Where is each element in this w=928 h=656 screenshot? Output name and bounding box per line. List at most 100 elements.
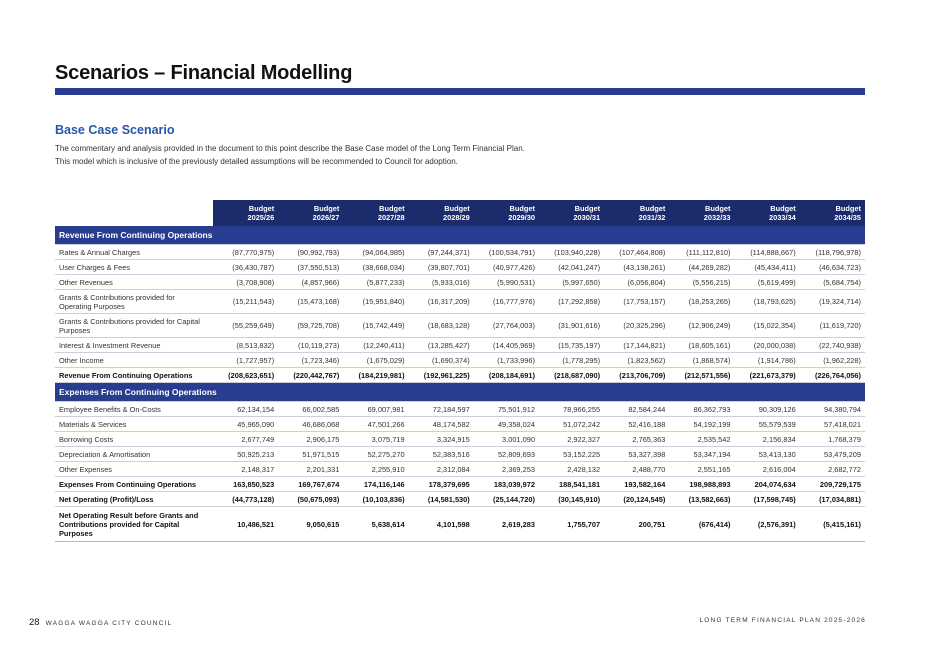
- value-cell: 174,116,146: [343, 476, 409, 492]
- value-cell: 10,486,521: [213, 506, 279, 542]
- value-cell: (15,473,168): [278, 289, 344, 314]
- value-cell: 163,850,523: [213, 476, 279, 492]
- value-cell: (46,634,723): [799, 259, 865, 275]
- value-cell: 4,101,598: [408, 506, 474, 542]
- net-result-row: Net Operating Result before Grants and C…: [55, 506, 865, 542]
- value-cell: (17,144,821): [604, 337, 670, 353]
- value-cell: 54,192,199: [669, 416, 735, 432]
- footer-document-title: LONG TERM FINANCIAL PLAN 2025-2026: [699, 617, 866, 624]
- value-cell: (43,138,261): [604, 259, 670, 275]
- footer-organisation: WAGGA WAGGA CITY COUNCIL: [45, 620, 173, 627]
- financial-table: Budget 2025/26 Budget 2026/27 Budget 2027/28 B…: [55, 200, 865, 542]
- value-cell: 1,755,707: [538, 506, 605, 542]
- value-cell: (90,992,793): [278, 244, 344, 260]
- value-cell: 45,965,090: [213, 416, 279, 432]
- value-cell: 78,966,255: [538, 401, 605, 417]
- value-cell: 1,768,379: [799, 431, 865, 447]
- row-label: Interest & Investment Revenue: [55, 337, 213, 353]
- value-cell: 2,428,132: [538, 461, 605, 477]
- year-header-budget: Budget: [444, 204, 470, 213]
- year-header-budget: Budget: [639, 204, 666, 213]
- value-cell: (1,914,786): [734, 352, 800, 368]
- value-cell: (1,675,029): [343, 352, 409, 368]
- value-cell: (2,576,391): [734, 506, 800, 542]
- value-cell: (221,673,379): [734, 367, 800, 383]
- value-cell: 51,971,515: [278, 446, 344, 462]
- value-cell: (37,550,513): [278, 259, 344, 275]
- year-header-budget: Budget: [509, 204, 535, 213]
- value-cell: 75,501,912: [473, 401, 539, 417]
- row-label: Grants & Contributions provided for Oper…: [55, 289, 213, 314]
- section-title: Base Case Scenario: [55, 123, 175, 137]
- value-cell: (3,708,908): [213, 274, 279, 290]
- year-header: Budget 2026/27: [278, 200, 344, 226]
- value-cell: (18,605,161): [669, 337, 735, 353]
- value-cell: (30,145,910): [538, 491, 605, 507]
- value-cell: (107,464,808): [604, 244, 670, 260]
- year-header-period: 2030/31: [573, 213, 601, 222]
- intro-paragraph: The commentary and analysis provided in …: [55, 144, 525, 166]
- value-cell: 2,682,772: [799, 461, 865, 477]
- value-cell: (5,619,499): [734, 274, 800, 290]
- year-header-row: Budget 2025/26 Budget 2026/27 Budget 2027/28 B…: [55, 200, 865, 226]
- value-cell: (11,619,720): [799, 313, 865, 338]
- value-cell: (18,793,625): [734, 289, 800, 314]
- row-label: Other Expenses: [55, 461, 213, 477]
- value-cell: 169,767,674: [278, 476, 344, 492]
- value-cell: (59,725,708): [278, 313, 344, 338]
- table-row: Interest & Investment Revenue (8,513,832)…: [55, 337, 865, 353]
- value-cell: 82,584,244: [604, 401, 670, 417]
- header-corner: [55, 200, 213, 226]
- year-header-period: 2031/32: [638, 213, 666, 222]
- value-cell: 2,551,165: [669, 461, 735, 477]
- value-cell: 188,541,181: [538, 476, 605, 492]
- value-cell: (39,807,701): [408, 259, 474, 275]
- value-cell: 90,309,126: [734, 401, 800, 417]
- value-cell: 55,579,539: [734, 416, 800, 432]
- value-cell: (16,317,209): [408, 289, 474, 314]
- expenses-total-row: Expenses From Continuing Operations 163,8…: [55, 476, 865, 492]
- value-cell: (5,877,233): [343, 274, 409, 290]
- year-header-period: 2034/35: [834, 213, 861, 222]
- row-label: Net Operating (Profit)/Loss: [55, 491, 213, 507]
- value-cell: (17,034,881): [799, 491, 865, 507]
- value-cell: (40,977,426): [473, 259, 539, 275]
- value-cell: 72,184,597: [408, 401, 474, 417]
- table-row: Rates & Annual Charges (87,770,975) (90,99…: [55, 244, 865, 260]
- value-cell: 2,369,253: [473, 461, 539, 477]
- value-cell: (226,764,056): [799, 367, 865, 383]
- value-cell: (5,933,016): [408, 274, 474, 290]
- year-header-period: 2027/28: [377, 213, 405, 222]
- row-label: User Charges & Fees: [55, 259, 213, 275]
- value-cell: 204,074,634: [734, 476, 800, 492]
- value-cell: 9,050,615: [278, 506, 344, 542]
- value-cell: (6,056,804): [604, 274, 670, 290]
- value-cell: (97,244,371): [408, 244, 474, 260]
- value-cell: (192,961,225): [408, 367, 474, 383]
- value-cell: 3,075,719: [343, 431, 409, 447]
- value-cell: 2,677,749: [213, 431, 279, 447]
- year-header: Budget 2034/35: [799, 200, 865, 226]
- row-label: Grants & Contributions provided for Capi…: [55, 313, 213, 338]
- row-label: Expenses From Continuing Operations: [55, 476, 213, 492]
- value-cell: 3,324,915: [408, 431, 474, 447]
- year-header: Budget 2033/34: [734, 200, 800, 226]
- year-header-period: 2032/33: [703, 213, 731, 222]
- year-header: Budget 2029/30: [473, 200, 539, 226]
- value-cell: 53,413,130: [734, 446, 800, 462]
- year-header-budget: Budget: [705, 204, 731, 213]
- value-cell: (118,796,978): [799, 244, 865, 260]
- value-cell: 2,201,331: [278, 461, 344, 477]
- value-cell: 2,765,363: [604, 431, 670, 447]
- value-cell: (1,868,574): [669, 352, 735, 368]
- revenue-total-row: Revenue From Continuing Operations (208,6…: [55, 367, 865, 383]
- year-header-budget: Budget: [313, 204, 340, 213]
- year-header-budget: Budget: [379, 204, 405, 213]
- value-cell: 2,922,327: [538, 431, 605, 447]
- value-cell: (1,727,957): [213, 352, 279, 368]
- table-row: Employee Benefits & On-Costs 62,134,154 66…: [55, 401, 865, 417]
- value-cell: 2,535,542: [669, 431, 735, 447]
- value-cell: (87,770,975): [213, 244, 279, 260]
- value-cell: (13,285,427): [408, 337, 474, 353]
- value-cell: (676,414): [669, 506, 735, 542]
